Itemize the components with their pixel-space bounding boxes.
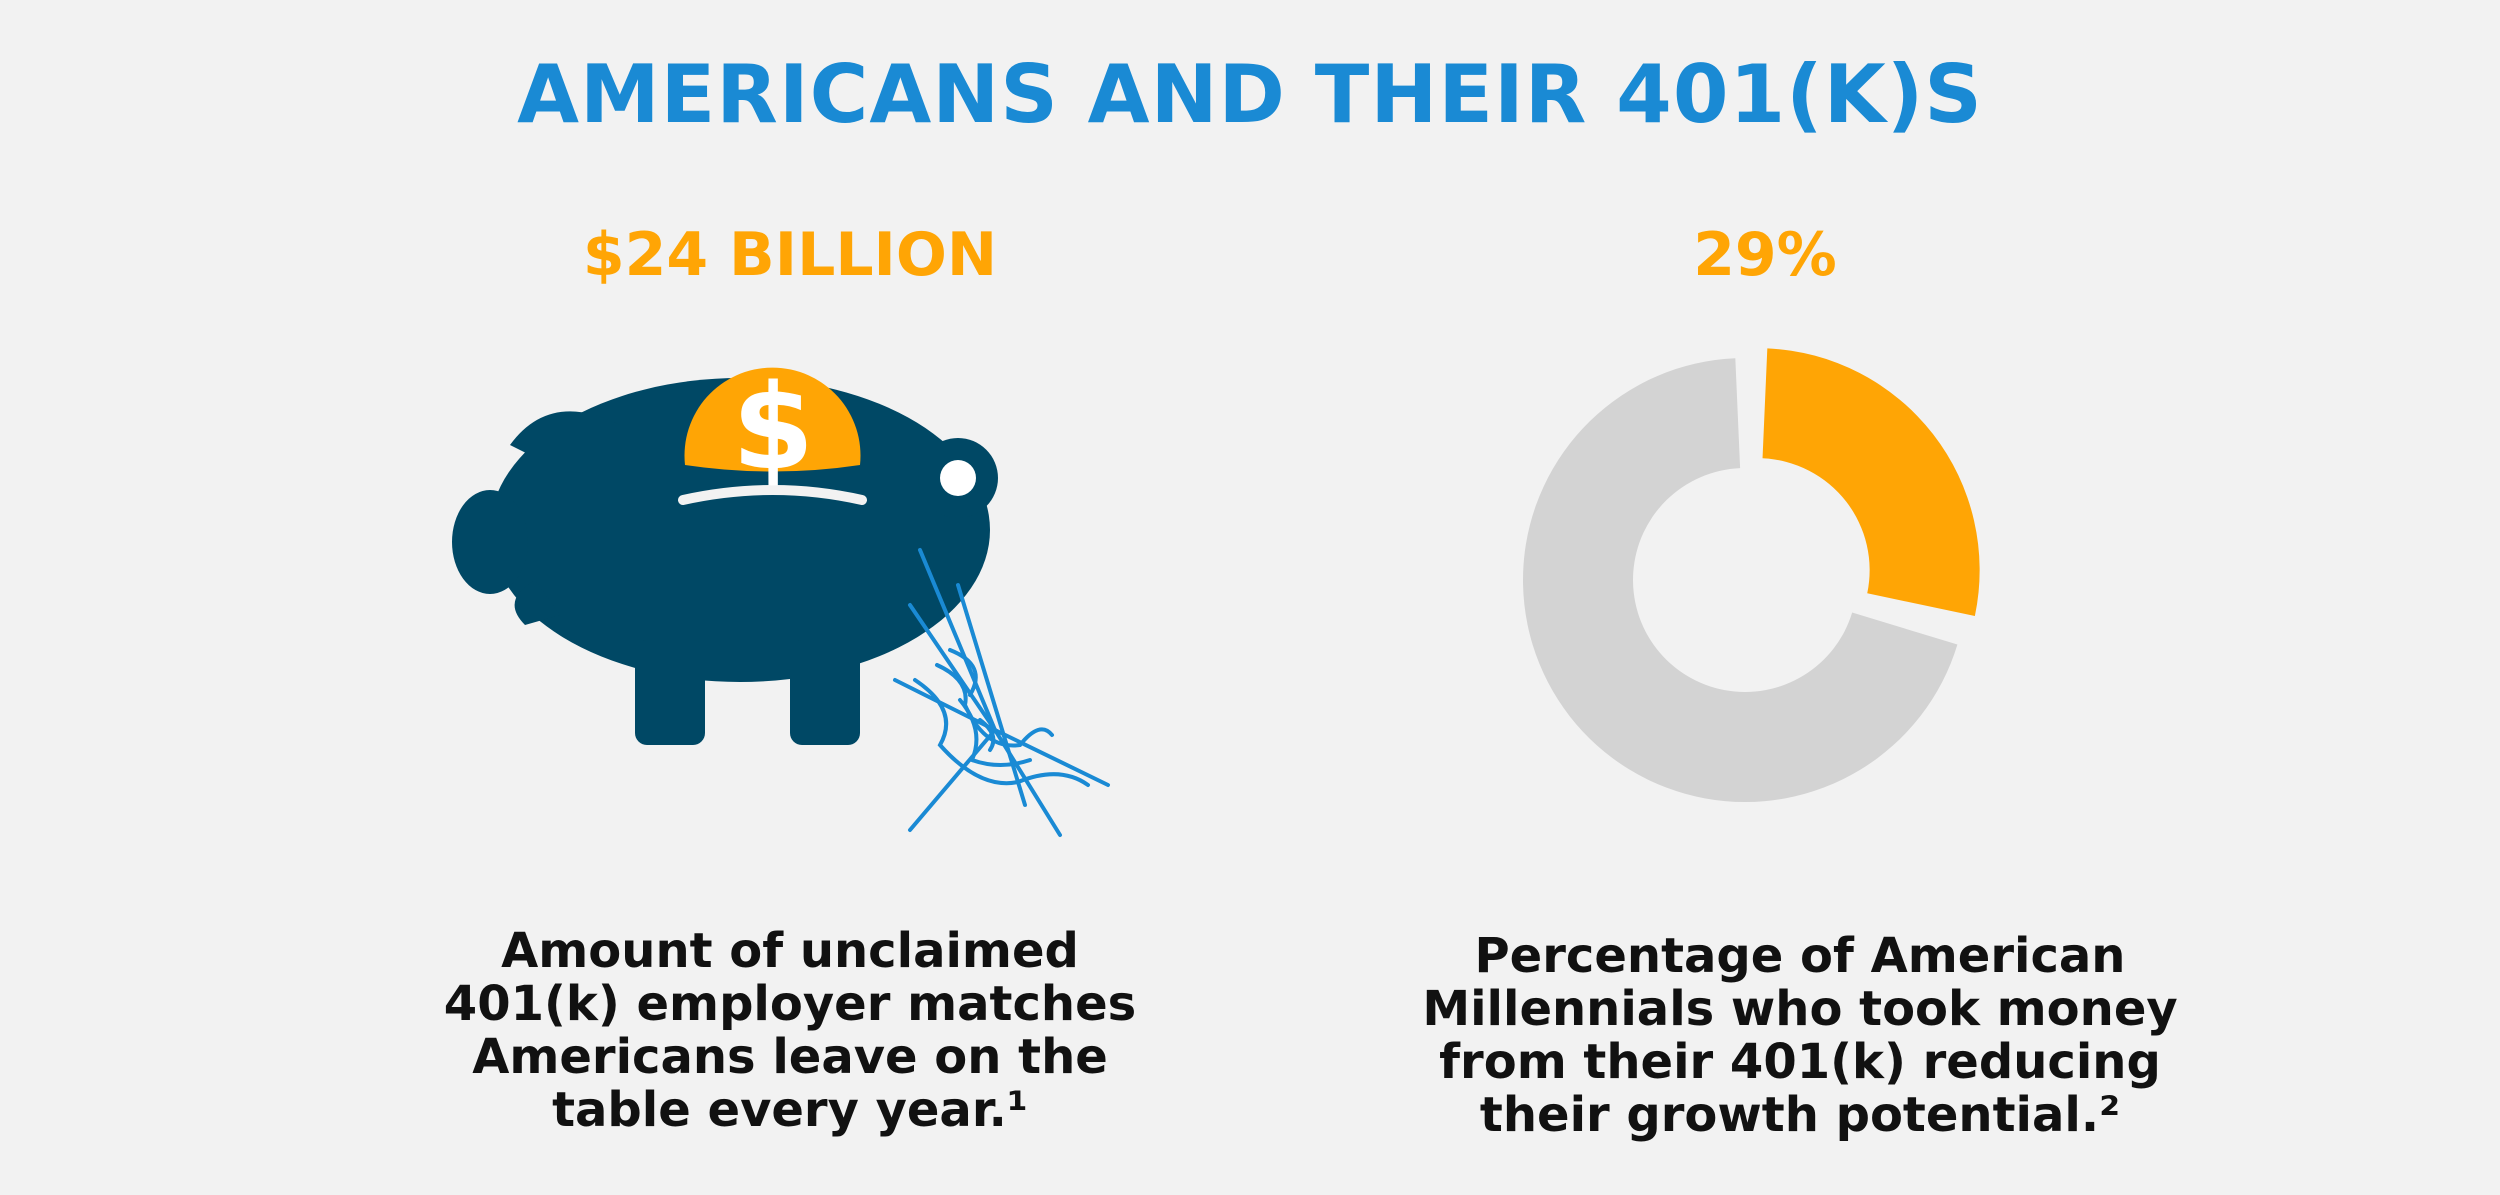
donut-chart (1523, 348, 1980, 802)
description-line: Percentage of American (1474, 928, 2126, 984)
description-line: from their 401(k) reducing (1439, 1034, 2161, 1090)
piggy-bank-body (452, 378, 998, 745)
spider-web-icon (893, 548, 1110, 837)
donut-slice-highlight (1762, 348, 1980, 616)
millennial-percent-stat: 29% (1693, 220, 1837, 290)
page-title: AMERICANS AND THEIR 401(K)S (517, 48, 1983, 141)
unclaimed-matches-description: Amount of unclaimed 401(k) employer matc… (360, 925, 1220, 1137)
description-line: Amount of unclaimed (501, 923, 1079, 979)
millennial-withdrawal-description: Percentage of American Millennials who t… (1390, 930, 2210, 1142)
description-line: their growth potential.² (1479, 1087, 2121, 1143)
coin-slot (678, 485, 867, 505)
tail-loop-hole (940, 460, 976, 496)
piggy-bank-icon: $ (452, 358, 1110, 837)
description-line: 401(k) employer matches (443, 976, 1137, 1032)
donut-slice-remainder (1523, 358, 1958, 802)
description-line: table every year.¹ (552, 1082, 1028, 1138)
svg-text:$: $ (732, 358, 814, 496)
description-line: Millennials who took money (1422, 981, 2178, 1037)
unclaimed-amount-stat: $24 BILLION (582, 220, 998, 290)
dollar-coin-icon: $ (684, 358, 861, 496)
description-line: Americans leave on the (472, 1029, 1108, 1085)
